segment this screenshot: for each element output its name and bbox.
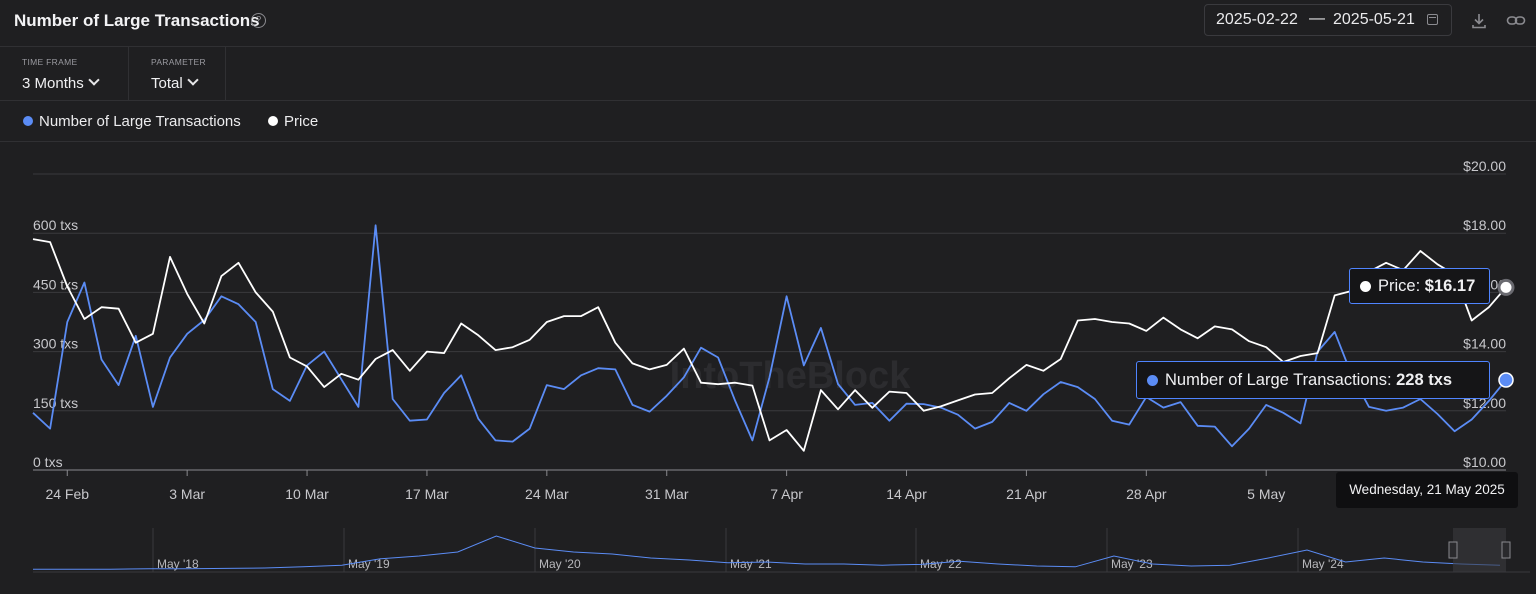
navigator-label: May '22 [920,557,962,571]
chart-legend: Number of Large Transactions Price [0,101,1536,142]
time-frame-label: TIME FRAME [22,57,78,67]
x-tick-label: 28 Apr [1126,486,1167,502]
navigator-label: May '23 [1111,557,1153,571]
navigator-label: May '18 [157,557,199,571]
y-left-tick-label: 450 txs [33,276,78,292]
y-left-tick-label: 300 txs [33,336,78,352]
parameter-select[interactable]: PARAMETER Total [129,47,226,100]
legend-dot-icon [23,116,33,126]
x-tick-label: 31 Mar [645,486,689,502]
crosshair-date-label: Wednesday, 21 May 2025 [1336,472,1518,508]
time-frame-value: 3 Months [22,74,100,92]
y-left-tick-label: 600 txs [33,217,78,233]
y-right-tick-label: $10.00 [1463,454,1506,470]
parameter-value: Total [151,74,199,92]
navigator-selection [1453,528,1506,572]
date-separator: — [1309,10,1325,27]
help-icon[interactable]: ? [251,13,266,28]
y-right-tick-label: $18.00 [1463,217,1506,233]
x-tick-label: 7 Apr [770,486,803,502]
y-left-tick-label: 0 txs [33,454,63,470]
watermark-text: IntoTheBlock [670,355,912,397]
time-frame-select[interactable]: TIME FRAME 3 Months [0,47,129,100]
x-axis: 24 Feb 3 Mar 10 Mar 17 Mar 24 Mar 31 Mar 7 Apr… [45,470,1285,502]
x-tick-label: 5 May [1247,486,1285,502]
transactions-line [32,224,1507,448]
legend-item-large-transactions[interactable]: Number of Large Transactions [23,113,241,130]
link-icon[interactable] [1506,12,1526,30]
chart-controls: TIME FRAME 3 Months PARAMETER Total [0,47,1536,101]
navigator-handle-icon [1448,541,1458,559]
price-tooltip: Price: $16.17 [1349,268,1490,304]
y-left-tick-label: 150 txs [33,395,78,411]
x-tick-label: 3 Mar [169,486,205,502]
navigator-line [33,535,1501,570]
navigator-label: May '21 [730,557,772,571]
navigator-label: May '19 [348,557,390,571]
y-right-tick-label: $14.00 [1463,336,1506,352]
left-axis: 0 txs 150 txs 300 txs 450 txs 600 txs [33,217,78,470]
y-right-tick-label: $20.00 [1463,158,1506,174]
page-title: Number of Large Transactions [14,11,260,30]
download-icon[interactable] [1470,12,1488,30]
legend-dot-icon [268,116,278,126]
price-marker [1497,278,1515,296]
legend-item-price[interactable]: Price [268,113,318,130]
navigator: May '18 May '19 May '20 May '21 May '22 May '… [33,528,1530,573]
date-range-picker[interactable]: 2025-02-22 — 2025-05-21 [1204,4,1452,36]
navigator-label: May '20 [539,557,581,571]
x-tick-label: 14 Apr [886,486,927,502]
transactions-tooltip: Number of Large Transactions: 228 txs [1136,361,1490,399]
x-tick-label: 17 Mar [405,486,449,502]
x-tick-label: 21 Apr [1006,486,1047,502]
price-line [32,238,1507,452]
gridlines [33,173,1506,471]
chart-header: Number of Large Transactions ? 2025-02-2… [0,0,1536,47]
calendar-icon[interactable] [1427,14,1438,25]
navigator-label: May '24 [1302,557,1344,571]
x-tick-label: 10 Mar [285,486,329,502]
parameter-label: PARAMETER [151,57,206,67]
x-tick-label: 24 Feb [45,486,89,502]
date-end: 2025-05-21 [1333,11,1415,28]
price-dot-icon [1360,281,1371,292]
transactions-marker [1498,372,1514,388]
navigator-handle-icon [1501,541,1511,559]
transactions-dot-icon [1147,375,1158,386]
date-start: 2025-02-22 [1216,11,1298,28]
x-tick-label: 24 Mar [525,486,569,502]
